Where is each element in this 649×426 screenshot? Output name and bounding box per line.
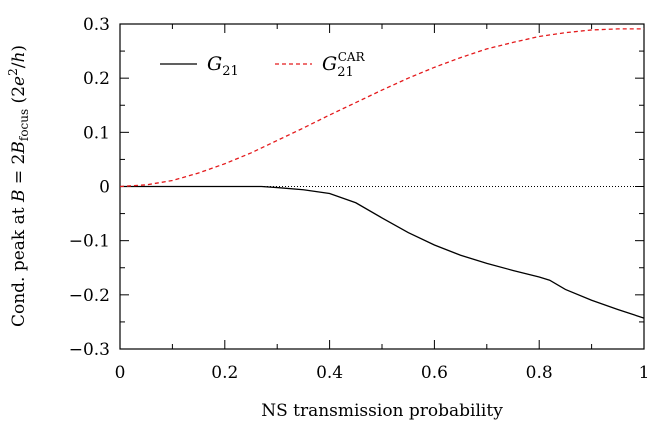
x-tick-label: 0.4 [316, 363, 343, 383]
series-line-g21 [120, 185, 645, 319]
y-axis-label: Cond. peak at B = 2Bfocus (2e2/h) [6, 45, 31, 327]
legend-label-g21-car: G21CAR [322, 50, 366, 80]
y-tick-label: 0.1 [83, 123, 110, 143]
x-tick-label: 1 [639, 363, 649, 383]
tick-labels: 0 0.2 0.4 0.6 0.8 1 0.3 0.2 0.1 0 −0.1 −0.2 −0.3 [69, 15, 649, 383]
x-tick-label: 0.8 [526, 363, 553, 383]
x-axis-label: NS transmission probability [261, 401, 503, 421]
x-tick-label: 0 [115, 363, 126, 383]
y-tick-label: −0.2 [69, 286, 110, 306]
legend-label-g21: G21 [207, 53, 239, 79]
y-tick-label: −0.1 [69, 232, 110, 252]
y-tick-label: 0.3 [83, 15, 110, 35]
y-tick-label: 0.2 [83, 69, 110, 89]
series-line-g21-car [119, 28, 644, 188]
x-tick-label: 0.6 [421, 363, 448, 383]
legend: G21 G21CAR [160, 50, 366, 80]
y-tick-label: −0.3 [69, 340, 110, 360]
y-tick-label: 0 [99, 178, 110, 198]
series-lines [119, 28, 645, 319]
x-tick-label: 0.2 [211, 363, 238, 383]
